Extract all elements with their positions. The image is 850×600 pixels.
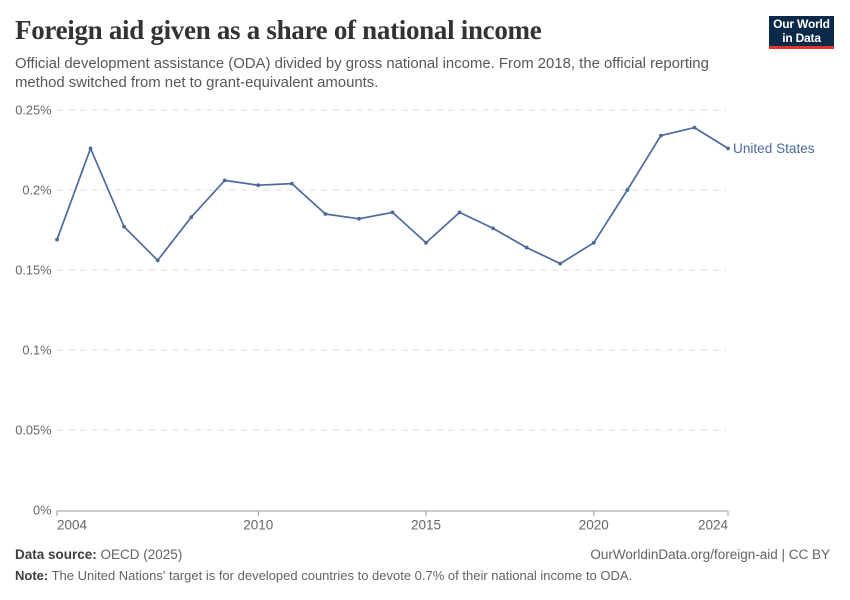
data-point [726, 146, 730, 151]
data-point [390, 210, 395, 215]
data-point [88, 146, 93, 151]
data-point [122, 224, 126, 229]
chart-title: Foreign aid given as a share of national… [15, 15, 542, 45]
y-tick-label: 0.2% [22, 183, 51, 198]
owid-logo: Our World in Data [769, 16, 834, 49]
data-point [491, 226, 496, 231]
data-point [323, 212, 328, 216]
data-point [155, 258, 160, 263]
x-tick-label: 2024 [698, 518, 729, 533]
footer-row: Data source: OECD (2025) OurWorldinData.… [15, 547, 830, 562]
chart-footer: Data source: OECD (2025) OurWorldinData.… [15, 547, 830, 583]
data-point [256, 183, 261, 188]
chart-header: Foreign aid given as a share of national… [15, 15, 835, 93]
owid-link-text[interactable]: OurWorldinData.org/foreign-aid | CC BY [590, 547, 830, 562]
y-tick-label: 0.1% [22, 343, 51, 358]
data-point [659, 133, 663, 138]
data-point [457, 210, 462, 215]
data-point [625, 188, 630, 192]
data-point [558, 261, 563, 266]
chart-subtitle: Official development assistance (ODA) di… [15, 55, 709, 91]
owid-logo-line1: Our World [773, 16, 830, 31]
y-tick-label: 0.15% [15, 263, 51, 278]
footer-note: Note: The United Nations' target is for … [15, 568, 830, 583]
owid-link[interactable]: OurWorldinData.org/foreign-aid | CC BY [590, 547, 830, 562]
data-point [692, 125, 697, 130]
data-line [56, 126, 729, 265]
note-value: The United Nations' target is for develo… [48, 568, 633, 583]
series-label[interactable]: United States [733, 141, 815, 156]
data-source-label: Data source: [15, 547, 97, 562]
owid-logo-line2: in Data [782, 31, 821, 45]
y-tick-label: 0% [33, 503, 52, 518]
data-point [289, 181, 294, 186]
data-point [524, 245, 529, 250]
data-point [55, 237, 59, 242]
data-point [189, 215, 194, 220]
data-point [357, 216, 361, 221]
data-point [222, 178, 227, 183]
y-tick-label: 0.05% [15, 423, 51, 438]
data-source-value: OECD (2025) [96, 547, 183, 562]
x-tick-label: 2010 [243, 518, 273, 533]
x-tick-label: 2020 [579, 518, 609, 533]
x-tick-label: 2015 [411, 518, 441, 533]
x-tick-label: 2004 [57, 518, 88, 533]
note-label: Note: [15, 568, 49, 583]
data-source: Data source: OECD (2025) [15, 547, 182, 562]
data-point [591, 240, 596, 245]
y-tick-label: 0.25% [15, 103, 51, 118]
data-point [424, 240, 428, 245]
